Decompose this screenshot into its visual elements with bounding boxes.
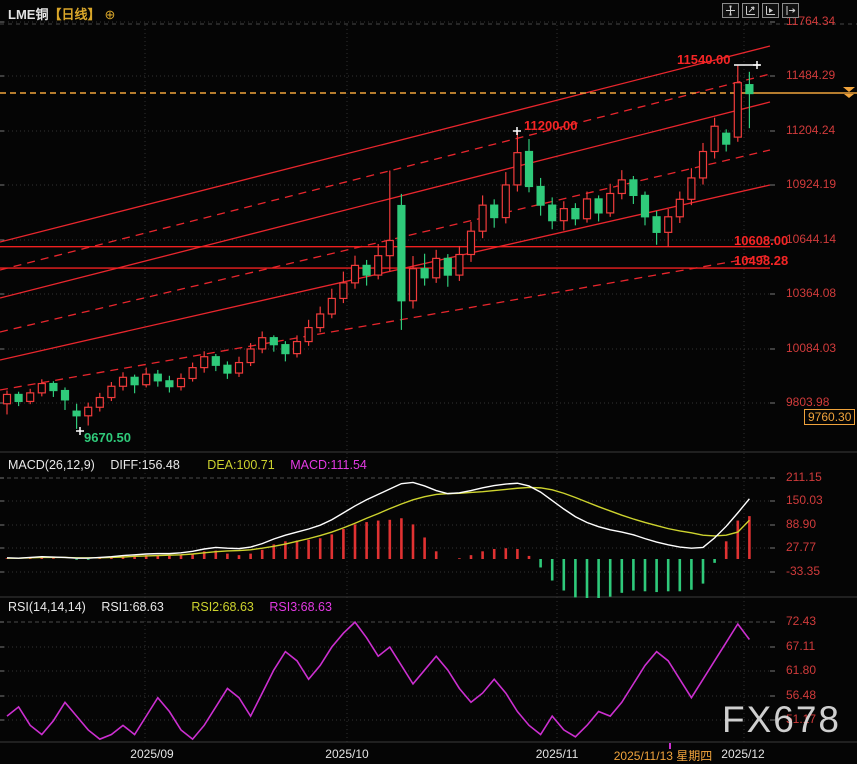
macd-params-label: MACD(26,12,9) DIFF:156.48 [8,458,180,472]
rsi-axis-label: 51.17 [786,712,817,726]
price-annotation: 11200.00 [524,118,578,133]
macd-axis-label: 150.03 [786,493,823,507]
price-annotation: 10608.00 [734,233,789,248]
macd-axis-label: 211.15 [786,470,822,484]
price-axis-label: 10364.08 [786,286,837,300]
crosshair-price-tag: 9760.30 [804,409,856,425]
price-axis-label: 11204.24 [786,123,836,137]
pan-tool-icon [726,5,735,16]
time-axis-label: 2025/11 [535,747,579,761]
watermark-logo: FX678 [722,699,842,740]
time-axis-label-highlighted: 2025/11/13 星期四 [613,749,713,763]
rsi1-value: RSI1:68.63 [101,600,164,614]
macd-axis-label: 27.77 [786,540,817,554]
macd-axis-label: -33.35 [786,564,821,578]
symbol-name: LME铜 [8,7,49,22]
rsi-params-label: RSI(14,14,14) RSI1:68.63 [8,600,164,614]
axis-scale-icon [746,6,755,15]
rsi-axis-label: 67.11 [786,639,816,653]
auto-scroll-button[interactable] [762,3,779,18]
macd-diff-value: DIFF:156.48 [110,458,180,472]
go-to-latest-icon [786,6,796,15]
macd-header: MACD(26,12,9) DIFF:156.48 DEA:100.71 MAC… [8,458,379,472]
rsi-header: RSI(14,14,14) RSI1:68.63 RSI2:68.63 RSI3… [8,600,344,614]
period-label: 【日线】 [48,7,101,22]
price-axis-label: 10644.14 [786,232,837,246]
price-axis-label: 11484.29 [786,68,836,82]
macd-axis-label: 88.90 [786,517,817,531]
rsi-axis-label: 61.80 [786,663,817,677]
rsi-axis-label: 72.43 [786,614,817,628]
rsi3-value: RSI3:68.63 [269,600,332,614]
chart-title: LME铜【日线】 ⊕ [8,4,115,23]
time-axis-label: 2025/09 [130,747,174,761]
price-annotation: 11540.00 [677,52,731,67]
go-to-latest-button[interactable] [782,3,799,18]
price-axis-label: 10084.03 [786,341,837,355]
time-axis-label: 2025/10 [325,747,369,761]
macd-dea-value: DEA:100.71 [207,458,275,472]
price-annotation: 9670.50 [84,430,131,445]
price-axis-label: 9803.98 [786,395,830,409]
pan-tool-button[interactable] [722,3,739,18]
chart-toolbar [722,3,799,18]
rsi2-value: RSI2:68.63 [191,600,254,614]
macd-macd-value: MACD:111.54 [290,458,367,472]
rsi-axis-label: 56.48 [786,688,817,702]
axis-scale-button[interactable] [742,3,759,18]
cursor-date-tick [669,743,671,749]
circle-plus-icon[interactable]: ⊕ [104,7,116,22]
auto-scroll-icon [766,6,775,15]
time-axis-label: 2025/12 [721,747,765,761]
price-annotation: 10498.28 [734,253,789,268]
price-axis-label: 10924.19 [786,177,837,191]
